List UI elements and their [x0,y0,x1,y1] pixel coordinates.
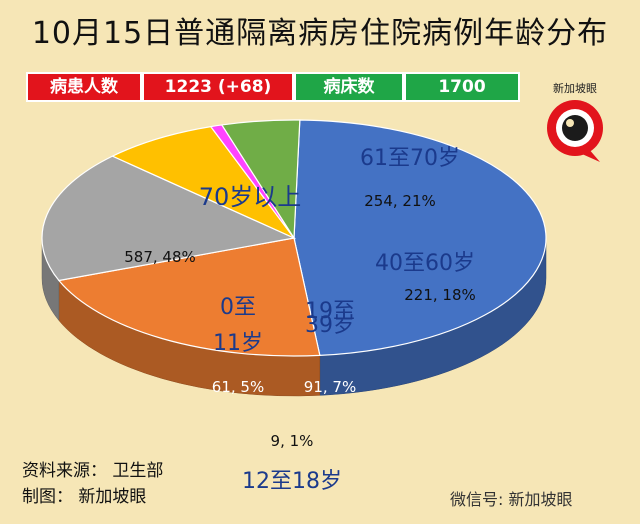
slice-value-4: 9, 1% [271,432,314,450]
pie-slice-3 [111,125,296,240]
slice-label-4: 12至18岁 [242,469,342,494]
beds-label: 病床数 [294,72,404,102]
pie-slice-2 [41,155,297,282]
slice-value-0: 587, 48% [124,248,196,266]
beds-value: 1700 [404,72,520,102]
slice-label-3-line2: 39岁 [305,313,355,338]
slice-value-1: 254, 21% [364,192,436,210]
slice-label-5-line1: 0至 [220,295,256,320]
slice-label-0: 70岁以上 [199,183,302,211]
watermark: 微信号: 新加坡眼 [450,490,573,509]
chart-title: 10月15日普通隔离病房住院病例年龄分布 [31,16,609,51]
slice-value-3: 91, 7% [304,378,356,396]
slice-label-5-line2: 11岁 [213,331,263,356]
slice-value-2: 221, 18% [404,286,476,304]
slice-value-5: 61, 5% [212,378,264,396]
patients-value: 1223 (+68) [142,72,294,102]
pie-slice-5 [220,119,301,240]
pie-tops [41,119,547,357]
pie-slice-1 [57,237,321,357]
logo-text: 新加坡眼 [553,81,597,95]
slice-label-2: 40至60岁 [375,251,475,276]
patients-label: 病患人数 [26,72,142,102]
brand-logo-icon: 新加坡眼 [547,81,603,162]
pie-labels: 70岁以上 587, 48% 61至70岁 254, 21% 40至60岁 221, 18… [124,146,476,494]
pie-slice-0 [293,119,547,357]
source-note: 资料来源： 卫生部 [22,461,164,481]
slice-label-1: 61至70岁 [360,146,460,171]
made-by-note: 制图： 新加坡眼 [22,487,147,507]
stats-bar: 病患人数 1223 (+68) 病床数 1700 [26,72,520,102]
slice-label-3-line1: 19至 [305,299,355,324]
